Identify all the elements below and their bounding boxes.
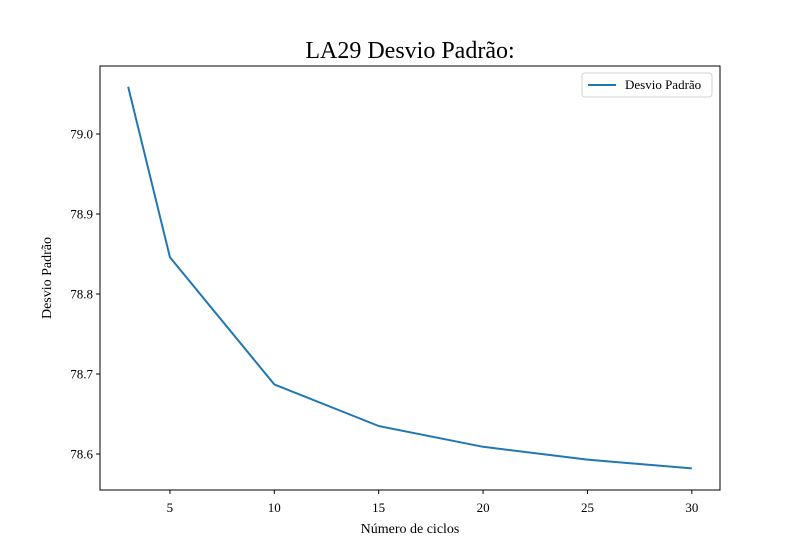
chart-title: LA29 Desvio Padrão: (305, 38, 514, 64)
legend-box (581, 72, 713, 98)
legend-label: Desvio Padrão (625, 77, 701, 92)
y-axis-label: Desvio Padrão (40, 237, 55, 319)
x-tick-label: 30 (685, 500, 698, 515)
y-tick-label: 78.6 (70, 447, 93, 462)
plot-area (99, 65, 721, 491)
x-tick-label: 20 (477, 500, 490, 515)
x-tick-label: 5 (167, 500, 174, 515)
y-axis: 78.6 78.7 78.8 78.9 79.0 (70, 127, 100, 462)
y-tick-label: 79.0 (70, 127, 93, 142)
legend: Desvio Padrão (581, 72, 713, 98)
y-tick-label: 78.9 (70, 207, 93, 222)
x-tick-label: 15 (372, 500, 385, 515)
series-line (127, 86, 692, 470)
y-tick-label: 78.7 (70, 367, 93, 382)
x-tick-label: 10 (268, 500, 281, 515)
y-tick-label: 78.8 (70, 287, 93, 302)
series-layer (127, 86, 692, 470)
x-axis: 5 10 15 20 25 30 (167, 490, 698, 515)
x-tick-label: 25 (581, 500, 594, 515)
x-axis-label: Número de ciclos (361, 522, 460, 537)
